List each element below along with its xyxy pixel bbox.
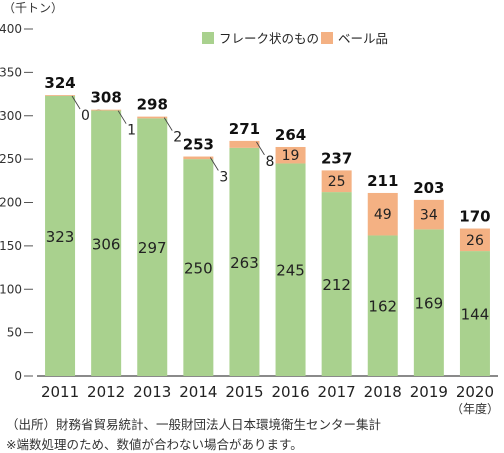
data-label-flake: 144: [461, 306, 490, 324]
legend-swatch-flake: [202, 32, 214, 44]
bar-flake-2017: [321, 192, 352, 376]
bar-bale-2016: [275, 146, 306, 164]
data-label-flake: 297: [138, 239, 167, 257]
data-label-flake: 212: [322, 276, 351, 294]
bar-bale-2012: [91, 109, 122, 111]
y-tick-label: 0: [14, 369, 22, 383]
bar-flake-2015: [229, 147, 260, 376]
data-label-flake: 250: [184, 260, 213, 278]
leader-line: [163, 117, 173, 131]
data-label-total: 203: [413, 179, 444, 197]
bar-flake-2012: [91, 110, 122, 377]
y-axis-unit-label: （千トン）: [3, 1, 63, 15]
legend-swatch-bale: [321, 32, 333, 44]
legend-label-flake: フレーク状のもの: [219, 31, 319, 46]
y-tick-label: 150: [0, 239, 22, 253]
y-tick-label: 200: [0, 196, 22, 210]
data-label-bale: 25: [328, 174, 346, 190]
data-label-bale: 3: [219, 170, 228, 186]
x-tick-label: 2013: [133, 383, 171, 401]
bar-bale-2011: [45, 95, 76, 96]
data-label-bale: 2: [173, 130, 182, 146]
data-label-total: 237: [321, 149, 352, 167]
footnote-rounding: ※端数処理のため、数値が合わない場合があります。: [6, 437, 303, 452]
data-label-bale: 1: [127, 123, 136, 139]
x-tick-label: 2020: [456, 383, 494, 401]
x-tick-label: 2019: [410, 383, 448, 401]
bar-bale-2020: [459, 228, 490, 252]
x-tick-label: 2015: [225, 383, 263, 401]
bar-flake-2018: [367, 235, 398, 376]
y-tick-label: 300: [0, 109, 22, 123]
data-label-total: 324: [44, 74, 75, 92]
bar-bale-2019: [413, 199, 444, 230]
data-label-flake: 162: [368, 298, 397, 316]
data-label-flake: 169: [415, 295, 444, 313]
data-label-total: 211: [367, 172, 398, 190]
data-label-total: 308: [90, 89, 121, 107]
x-tick-label: 2012: [87, 383, 125, 401]
leader-line: [71, 95, 81, 110]
bar-flake-2011: [45, 95, 76, 377]
x-tick-label: 2018: [364, 383, 402, 401]
leader-line: [256, 141, 265, 156]
footnote-source: （出所）財務省貿易統計、一般財団法人日本環境衛生センター集計: [6, 417, 382, 432]
data-label-flake: 245: [276, 262, 305, 280]
bar-flake-2019: [413, 229, 444, 376]
x-axis-unit-label: （年度）: [451, 401, 499, 416]
data-label-flake: 306: [92, 235, 121, 253]
bar-flake-2020: [459, 251, 490, 376]
data-label-bale: 19: [282, 148, 300, 164]
bar-flake-2014: [183, 159, 214, 376]
x-tick-label: 2011: [41, 383, 79, 401]
leader-line: [209, 157, 219, 171]
bar-bale-2014: [183, 156, 214, 160]
data-label-flake: 323: [46, 228, 75, 246]
data-label-bale: 34: [420, 208, 438, 224]
y-tick-label: 350: [0, 65, 22, 79]
x-tick-label: 2016: [271, 383, 309, 401]
bar-bale-2017: [321, 170, 352, 193]
y-tick-label: 50: [7, 326, 22, 340]
bar-bale-2013: [137, 116, 168, 119]
y-tick-label: 400: [0, 22, 22, 36]
y-tick-label: 100: [0, 282, 22, 296]
bar-bale-2015: [229, 140, 260, 148]
leader-line: [117, 110, 127, 124]
y-tick-label: 250: [0, 152, 22, 166]
data-label-total: 253: [183, 136, 214, 154]
bar-flake-2016: [275, 163, 306, 376]
x-tick-label: 2017: [318, 383, 356, 401]
bar-bale-2018: [367, 192, 398, 236]
data-label-total: 271: [229, 120, 260, 138]
bar-flake-2013: [137, 118, 168, 376]
data-label-bale: 8: [265, 154, 274, 170]
data-label-flake: 263: [230, 254, 259, 272]
data-label-total: 298: [137, 96, 168, 114]
data-label-bale: 49: [374, 207, 392, 223]
x-tick-label: 2014: [179, 383, 217, 401]
data-label-total: 264: [275, 126, 306, 144]
legend-label-bale: ベール品: [338, 31, 388, 46]
data-label-bale: 26: [466, 233, 484, 249]
data-label-total: 170: [459, 208, 490, 226]
